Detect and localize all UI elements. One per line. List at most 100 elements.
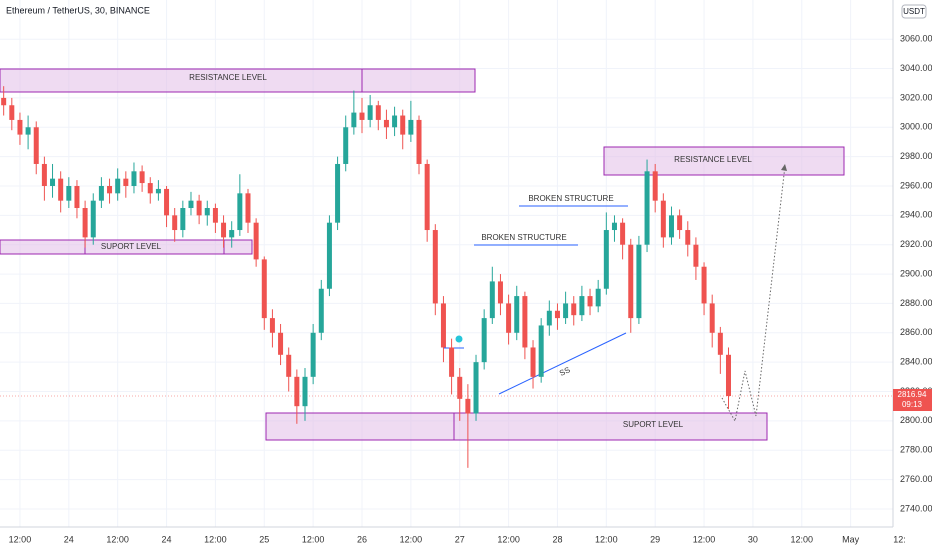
candle-body [115,178,121,194]
candle-body [25,127,31,135]
candle-body [685,230,691,245]
candle-body [188,200,194,209]
y-tick-label: 2900.00 [900,268,932,278]
y-tick-label: 2740.00 [900,503,932,513]
candle-body [172,215,178,231]
candle-body [408,119,414,135]
candle-body [449,347,455,377]
y-tick-label: 2860.00 [900,327,932,337]
y-tick-label: 2940.00 [900,210,932,220]
y-tick-label: 2960.00 [900,180,932,190]
candle-body [603,230,609,289]
candle-body [432,230,438,304]
zone-label: SUPORT LEVEL [101,242,162,251]
trend-line[interactable] [498,332,627,395]
candle-body [457,376,463,399]
candle-body [375,105,381,120]
candle-body [123,178,129,186]
candle-body [392,115,398,128]
candle-body [41,163,47,186]
resistance-zone[interactable] [0,68,476,93]
y-tick-label: 2780.00 [900,445,932,455]
y-tick-label: 2760.00 [900,474,932,484]
candle-body [245,193,251,223]
candle-body [155,188,161,194]
candle-body [652,171,658,201]
candle-body [506,303,512,333]
candle-body [522,296,528,348]
candle-body [9,105,15,120]
candle-body [489,281,495,319]
candle-body [530,347,536,377]
y-tick-label: 3060.00 [900,34,932,44]
candle-body [383,119,389,128]
candle-body [717,332,723,355]
x-tick-label: 12:00 [400,534,423,544]
y-tick-label: 2840.00 [900,357,932,367]
y-tick-label: 3040.00 [900,63,932,73]
candle-body [50,178,56,186]
candle-body [17,119,23,135]
x-tick-label: May [842,534,860,544]
candle-body [82,208,88,238]
x-tick-label: 12:00 [106,534,129,544]
candle-body [709,303,715,333]
candle-body [497,281,503,304]
candle-body [294,376,300,407]
last-price-label: 2816.94 [898,390,927,399]
y-tick-label: 3000.00 [900,122,932,132]
x-tick-label: 24 [64,534,74,544]
candle-body [400,115,406,135]
candle-body [677,215,683,231]
y-tick-label: 2980.00 [900,151,932,161]
resistance-zone[interactable] [603,146,845,176]
x-tick-label: 26 [357,534,367,544]
check-icon [455,335,463,343]
candle-body [139,171,145,184]
support-zone[interactable] [265,412,768,441]
y-tick-label: 3020.00 [900,92,932,102]
candle-body [164,188,170,216]
x-tick-label: 29 [650,534,660,544]
candle-body [98,185,104,201]
candle-body [693,244,699,267]
candle-body [90,200,96,238]
x-tick-label: 30 [748,534,758,544]
support-zone[interactable] [0,239,253,255]
candle-body [611,222,617,231]
candle-body [180,208,186,231]
structure-label: BROKEN STRUCTURE [481,233,566,242]
candle-body [546,310,552,326]
candle-body [359,112,365,120]
last-price-badge [893,388,932,411]
candle-body [343,127,349,164]
candle-body [579,296,585,316]
candle-body [620,222,626,245]
x-tick-label: 25 [259,534,269,544]
x-tick-label: 12: [893,534,906,544]
x-tick-label: 27 [455,534,465,544]
zone-label: RESISTANCE LEVEL [189,73,267,82]
currency-label[interactable]: USDT [903,7,925,16]
axes: 2740.002760.002780.002800.002820.002840.… [9,34,932,544]
zone-label: SUPORT LEVEL [623,420,684,429]
candle-body [147,183,153,194]
chart-title: Ethereum / TetherUS, 30, BINANCE [6,5,150,15]
x-tick-label: 12:00 [302,534,325,544]
candle-body [318,288,324,333]
candle-body [253,222,259,260]
y-tick-label: 2920.00 [900,239,932,249]
candle-body [269,318,275,333]
candle-body [644,171,650,245]
candle-body [58,178,64,201]
x-tick-label: 12:00 [497,534,520,544]
candle-body [326,222,332,289]
candle-body [473,362,479,414]
currency-button[interactable] [901,4,927,19]
candle-body [440,303,446,348]
candle-body [424,163,430,231]
y-tick-label: 2880.00 [900,298,932,308]
y-tick-label: 2800.00 [900,415,932,425]
candle-body [628,244,634,319]
